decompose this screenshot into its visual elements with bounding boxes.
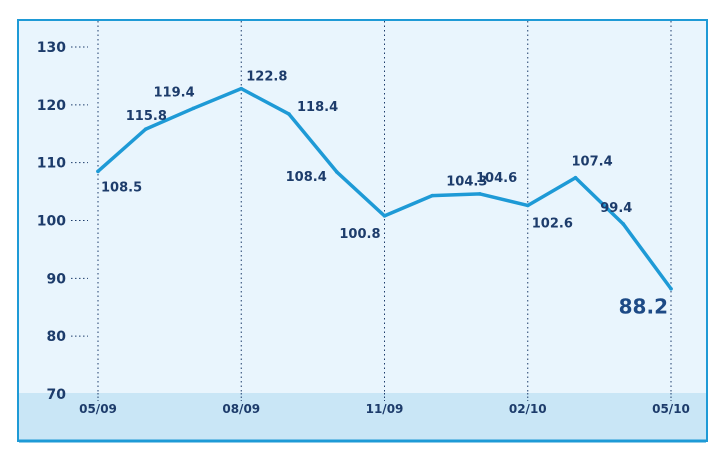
chart-frame <box>17 19 708 442</box>
data-point <box>191 106 196 111</box>
x-tick-label: 05/10 <box>652 402 690 416</box>
data-label: 104.6 <box>476 171 517 186</box>
data-label: 102.6 <box>532 216 573 231</box>
y-tick-label: 100 <box>37 214 66 230</box>
data-point <box>382 214 387 218</box>
data-label: 119.4 <box>154 85 195 100</box>
data-label: 108.5 <box>101 180 142 195</box>
data-point <box>621 222 626 226</box>
data-label: 100.8 <box>339 227 380 242</box>
data-point <box>96 169 100 174</box>
data-point <box>669 286 673 291</box>
data-point <box>143 127 148 131</box>
data-point <box>525 203 530 208</box>
data-label: 107.4 <box>572 155 613 170</box>
x-tick-label: 11/09 <box>366 402 404 416</box>
series-layer <box>96 86 673 291</box>
x-tick-label: 05/09 <box>79 402 117 416</box>
data-point <box>239 86 244 91</box>
y-tick-label: 120 <box>37 98 66 114</box>
data-label: 88.2 <box>619 295 668 319</box>
y-tick-label: 130 <box>37 40 66 56</box>
data-label: 108.4 <box>286 170 327 185</box>
y-tick-label: 110 <box>37 156 66 172</box>
data-labels: 108.5 115.8 119.4 122.8 118.4 108.4 100.8 104.3… <box>101 70 668 319</box>
x-tick-label: 08/09 <box>222 402 260 416</box>
data-label: 118.4 <box>297 100 338 115</box>
data-point <box>334 170 339 174</box>
data-point <box>478 192 482 196</box>
data-label: 122.8 <box>246 70 287 85</box>
data-label: 104.3 <box>446 175 487 190</box>
data-label: 99.4 <box>600 201 632 216</box>
data-point <box>430 193 435 198</box>
y-axis: 130 120 110 100 90 80 70 <box>37 40 88 403</box>
x-axis: 05/09 08/09 11/09 02/10 05/10 <box>79 393 690 416</box>
y-tick-label: 70 <box>47 387 67 403</box>
y-tick-label: 80 <box>47 329 67 345</box>
data-point <box>573 175 578 180</box>
x-axis-band <box>19 393 706 440</box>
data-label: 115.8 <box>126 109 167 124</box>
data-point <box>287 112 291 116</box>
y-tick-label: 90 <box>47 271 67 287</box>
x-tick-label: 02/10 <box>509 402 547 416</box>
